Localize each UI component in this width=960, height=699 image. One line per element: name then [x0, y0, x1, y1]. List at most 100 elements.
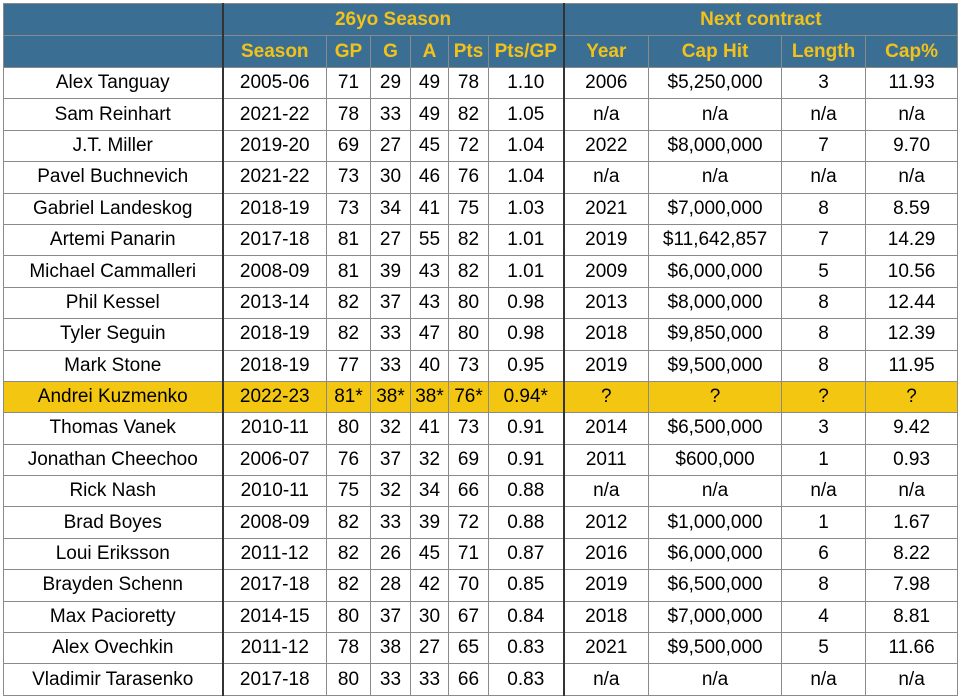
season-cell: 2008-09 — [221, 506, 327, 539]
cap-percent-cell: 8.59 — [865, 192, 959, 225]
contract-year-cell: 2019 — [562, 569, 650, 602]
assists-cell: 49 — [410, 98, 449, 131]
player-name-cell: Jonathan Cheechoo — [3, 443, 223, 477]
player-name-cell: Alex Ovechkin — [3, 632, 223, 665]
header-group-row: 26yo Season Next contract — [3, 3, 959, 36]
cap-hit-cell: $7,000,000 — [648, 600, 783, 634]
cap-hit-cell: $600,000 — [648, 443, 783, 477]
goals-cell: 32 — [370, 475, 411, 508]
column-header-g: G — [370, 35, 411, 68]
contract-length-cell: 5 — [781, 632, 867, 665]
points-cell: 67 — [448, 600, 489, 634]
contract-year-cell: 2018 — [562, 600, 650, 634]
cap-percent-cell: 8.22 — [865, 537, 959, 571]
player-name-cell: Vladimir Tarasenko — [3, 663, 223, 696]
player-name-cell: Rick Nash — [3, 475, 223, 508]
player-name-cell: Tyler Seguin — [3, 318, 223, 351]
goals-cell: 39 — [370, 255, 411, 288]
cap-hit-cell: $8,000,000 — [648, 129, 783, 163]
contract-year-cell: n/a — [562, 98, 650, 131]
table-row: Max Pacioretty 2014-15 80 37 30 67 0.84 2018 $7,… — [3, 600, 959, 634]
contract-year-cell: n/a — [562, 161, 650, 194]
contract-year-cell: ? — [562, 380, 650, 414]
cap-percent-cell: ? — [865, 380, 959, 414]
pts-per-gp-cell: 1.04 — [487, 129, 565, 163]
player-name-cell: Max Pacioretty — [3, 600, 223, 634]
player-name-cell: Andrei Kuzmenko — [3, 380, 223, 414]
points-cell: 73 — [448, 349, 489, 382]
points-cell: 76 — [448, 161, 489, 194]
assists-cell: 41 — [410, 412, 449, 445]
pts-per-gp-cell: 1.01 — [487, 255, 565, 288]
table-row: Andrei Kuzmenko 2022-23 81* 38* 38* 76* 0.94*?… — [3, 380, 959, 414]
player-name-cell: Sam Reinhart — [3, 98, 223, 131]
table-row: Mark Stone 2018-19 77 33 40 73 0.95 2019 $9,500,… — [3, 349, 959, 382]
gp-cell: 78 — [326, 98, 371, 131]
goals-cell: 38 — [370, 632, 411, 665]
contract-length-cell: 7 — [781, 223, 867, 257]
season-cell: 2017-18 — [221, 663, 327, 696]
contract-length-cell: 1 — [781, 506, 867, 539]
assists-cell: 27 — [410, 632, 449, 665]
cap-percent-cell: 9.70 — [865, 129, 959, 163]
player-name-cell: Mark Stone — [3, 349, 223, 382]
goals-cell: 26 — [370, 537, 411, 571]
goals-cell: 27 — [370, 129, 411, 163]
points-cell: 72 — [448, 129, 489, 163]
contract-length-cell: n/a — [781, 161, 867, 194]
points-cell: 73 — [448, 412, 489, 445]
cap-hit-cell: $9,500,000 — [648, 632, 783, 665]
table-row: Michael Cammalleri 2008-09 81 39 43 82 1.01 200… — [3, 255, 959, 288]
gp-cell: 80 — [326, 663, 371, 696]
goals-cell: 32 — [370, 412, 411, 445]
goals-cell: 33 — [370, 663, 411, 696]
contract-year-cell: 2013 — [562, 286, 650, 320]
season-cell: 2017-18 — [221, 223, 327, 257]
cap-percent-cell: n/a — [865, 475, 959, 508]
player-name-cell: Artemi Panarin — [3, 223, 223, 257]
player-name-cell: Brad Boyes — [3, 506, 223, 539]
season-cell: 2022-23 — [221, 380, 327, 414]
table-row: Vladimir Tarasenko 2017-18 80 33 33 66 0.83 n/a… — [3, 663, 959, 696]
cap-hit-cell: $7,000,000 — [648, 192, 783, 225]
gp-cell: 71 — [326, 66, 371, 100]
points-cell: 70 — [448, 569, 489, 602]
cap-hit-cell: $11,642,857 — [648, 223, 783, 257]
table-row: Artemi Panarin 2017-18 81 27 55 82 1.01 2019 $11… — [3, 223, 959, 257]
points-cell: 71 — [448, 537, 489, 571]
gp-cell: 69 — [326, 129, 371, 163]
contract-year-cell: n/a — [562, 475, 650, 508]
contract-length-cell: 5 — [781, 255, 867, 288]
contract-length-cell: 8 — [781, 569, 867, 602]
assists-cell: 42 — [410, 569, 449, 602]
table-row: Gabriel Landeskog 2018-19 73 34 41 75 1.03 2021… — [3, 192, 959, 225]
assists-cell: 45 — [410, 537, 449, 571]
season-cell: 2011-12 — [221, 632, 327, 665]
contract-year-cell: 2016 — [562, 537, 650, 571]
table-row: Pavel Buchnevich 2021-22 73 30 46 76 1.04 n/a n/… — [3, 161, 959, 194]
pts-per-gp-cell: 0.98 — [487, 318, 565, 351]
season-cell: 2018-19 — [221, 349, 327, 382]
points-cell: 75 — [448, 192, 489, 225]
cap-hit-cell: $6,000,000 — [648, 537, 783, 571]
season-cell: 2018-19 — [221, 192, 327, 225]
table-row: Alex Tanguay 2005-06 71 29 49 78 1.10 2006 $5,25… — [3, 66, 959, 100]
column-header-cap-hit: Cap Hit — [648, 35, 783, 68]
cap-hit-cell: $8,000,000 — [648, 286, 783, 320]
table-row: Brad Boyes 2008-09 82 33 39 72 0.88 2012 $1,000,… — [3, 506, 959, 539]
contract-year-cell: 2019 — [562, 223, 650, 257]
goals-cell: 33 — [370, 318, 411, 351]
season-cell: 2008-09 — [221, 255, 327, 288]
cap-hit-cell: $1,000,000 — [648, 506, 783, 539]
table-row: Alex Ovechkin 2011-12 78 38 27 65 0.83 2021 $9,5… — [3, 632, 959, 665]
player-name-cell: Thomas Vanek — [3, 412, 223, 445]
contract-length-cell: 8 — [781, 318, 867, 351]
goals-cell: 37 — [370, 600, 411, 634]
goals-cell: 29 — [370, 66, 411, 100]
gp-cell: 77 — [326, 349, 371, 382]
cap-percent-cell: 9.42 — [865, 412, 959, 445]
cap-hit-cell: $9,500,000 — [648, 349, 783, 382]
contract-length-cell: 3 — [781, 412, 867, 445]
cap-hit-cell: $6,500,000 — [648, 412, 783, 445]
player-name-cell: Phil Kessel — [3, 286, 223, 320]
